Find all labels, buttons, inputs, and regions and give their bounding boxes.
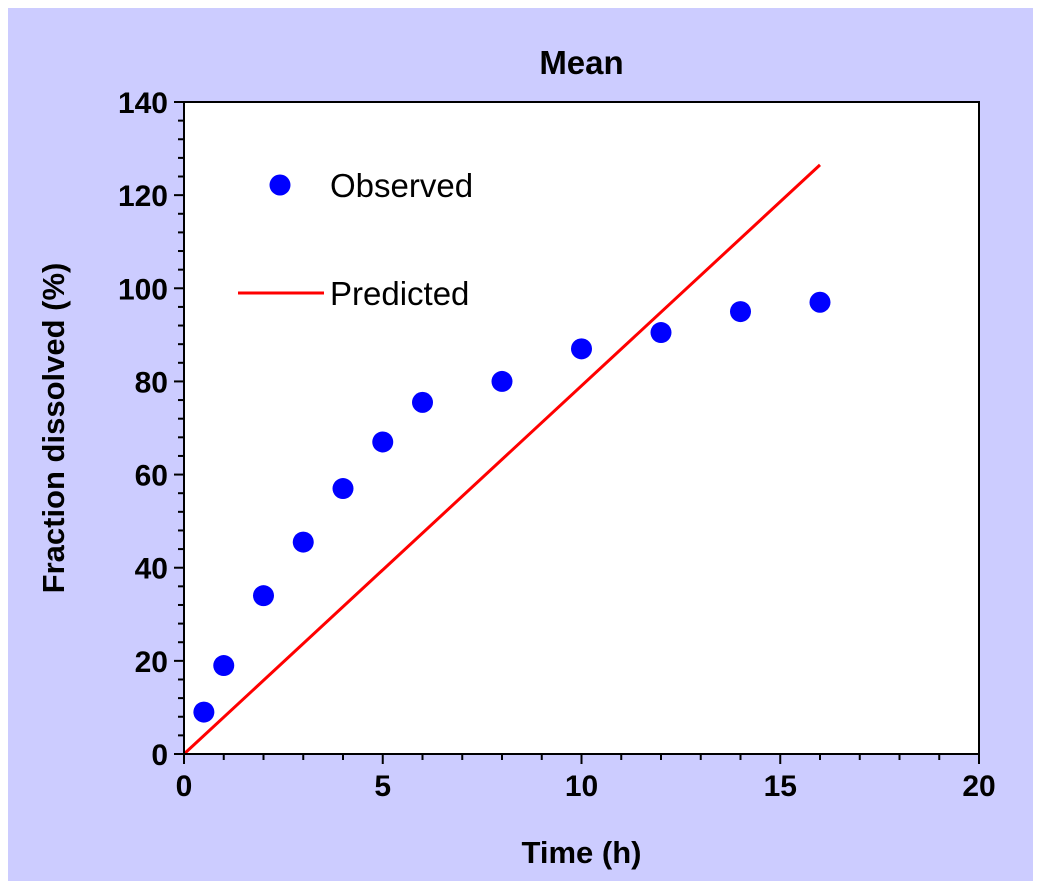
y-tick-label: 140 xyxy=(118,87,168,120)
y-tick-label: 120 xyxy=(118,180,168,213)
observed-point xyxy=(292,531,314,553)
observed-point xyxy=(412,391,433,413)
observed-point xyxy=(571,338,592,360)
legend-observed-marker xyxy=(269,174,291,196)
x-tick-label: 0 xyxy=(176,770,193,803)
x-tick-label: 20 xyxy=(962,770,995,803)
observed-point xyxy=(809,291,831,313)
observed-point xyxy=(332,478,354,500)
observed-point xyxy=(372,431,394,453)
x-tick-label: 15 xyxy=(764,770,797,803)
legend: Observed Predicted xyxy=(238,167,473,312)
observed-point xyxy=(730,301,751,323)
x-tick-label: 10 xyxy=(565,770,598,803)
y-tick-label: 100 xyxy=(118,273,168,306)
y-tick-label: 20 xyxy=(135,646,168,679)
chart-figure: 0 5 10 15 20 0 20 40 60 80 100 120 140 Mean Time (h)… xyxy=(8,8,1033,881)
plot-area xyxy=(184,102,979,754)
observed-point xyxy=(491,370,513,392)
y-tick-label: 0 xyxy=(151,739,168,772)
y-tick-label: 80 xyxy=(135,366,168,399)
chart-svg: 0 5 10 15 20 0 20 40 60 80 100 120 140 Mean Time (h)… xyxy=(8,8,1033,881)
y-axis-title: Fraction dissolved (%) xyxy=(36,263,71,594)
predicted-line xyxy=(182,163,822,756)
ticks-layer: 0 5 10 15 20 0 20 40 60 80 100 120 140 xyxy=(118,87,996,803)
chart-title: Mean xyxy=(539,44,623,81)
y-tick-label: 60 xyxy=(135,460,168,493)
observed-point xyxy=(193,701,215,723)
observed-point xyxy=(253,585,274,607)
y-tick-label: 40 xyxy=(135,553,168,586)
series-layer xyxy=(182,163,831,756)
x-axis-title: Time (h) xyxy=(522,835,642,870)
legend-predicted-label: Predicted xyxy=(330,275,469,312)
observed-point xyxy=(650,322,672,344)
x-tick-label: 5 xyxy=(374,770,391,803)
legend-observed-label: Observed xyxy=(330,167,473,204)
observed-point xyxy=(213,655,235,677)
